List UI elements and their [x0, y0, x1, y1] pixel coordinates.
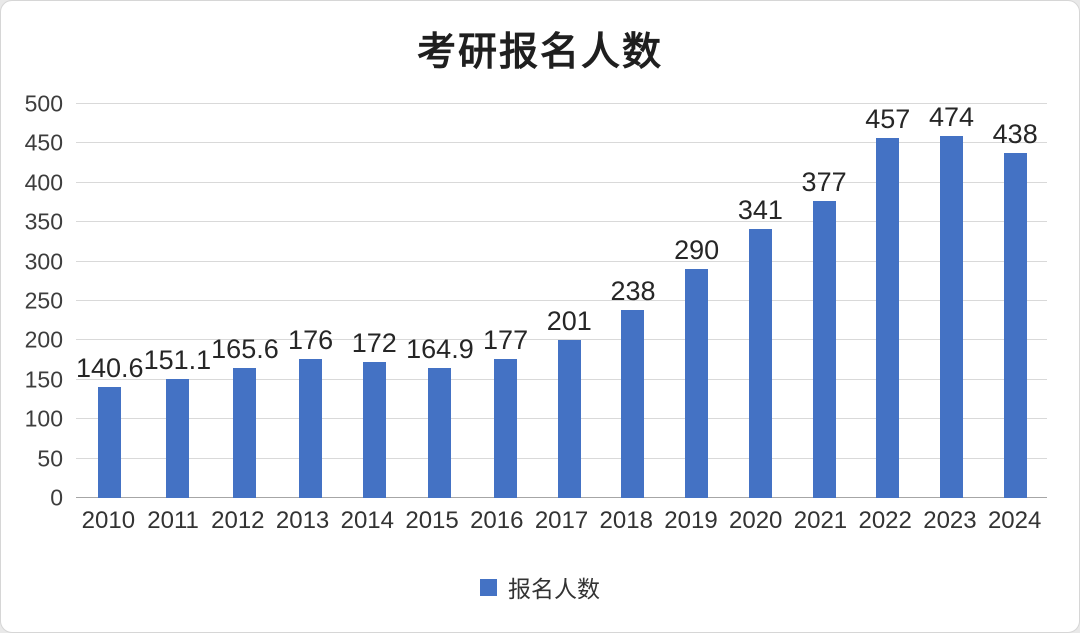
bar — [621, 310, 645, 498]
x-axis-category-label: 2020 — [729, 507, 783, 534]
gridline — [76, 300, 1047, 301]
bar-data-label: 164.9 — [406, 334, 474, 365]
legend-label: 报名人数 — [508, 576, 600, 602]
gridline — [76, 103, 1047, 104]
bar-group: 151.1 — [143, 104, 212, 498]
bar-group: 165.6 — [211, 104, 279, 498]
bar-data-label: 438 — [992, 118, 1038, 149]
bar — [428, 368, 452, 498]
bar-group: 377 — [792, 104, 856, 498]
y-axis-tick-label: 500 — [24, 90, 63, 117]
gridline — [76, 260, 1047, 262]
x-axis-category-label: 2014 — [340, 507, 394, 534]
bar — [557, 339, 581, 498]
bar — [299, 359, 323, 498]
x-axis-category-label: 2012 — [211, 507, 265, 534]
plot-area: 0 50 100 150 200 250 300 350 400 450 500 140.6 151.… — [25, 91, 1047, 511]
bar-data-label: 377 — [801, 166, 847, 197]
gridline — [76, 142, 1047, 144]
bar-group: 474 — [920, 104, 984, 498]
bar-group: 177 — [474, 104, 538, 498]
x-axis-category-label: 2021 — [793, 507, 848, 534]
x-axis-category-label: 2018 — [599, 507, 653, 534]
y-axis-tick-label: 200 — [24, 326, 63, 353]
y-axis-tick-label: 450 — [24, 129, 63, 156]
y-axis-tick-label: 0 — [50, 484, 63, 511]
gridline — [76, 181, 1047, 183]
bar-data-label: 341 — [737, 195, 783, 226]
y-axis-tick-label: 350 — [24, 208, 63, 235]
bar-group: 457 — [856, 104, 920, 498]
bar-series: 140.6 151.1 165.6 176 172 164.9 177 201 238 290 34… — [76, 104, 1047, 498]
y-axis-tick-label: 50 — [37, 445, 63, 472]
x-axis-labels: 2010 2011 2012 2013 2014 2015 2016 2017 2018 2019… — [76, 507, 1047, 535]
bar-data-label: 290 — [674, 235, 720, 266]
y-axis-tick-label: 250 — [24, 287, 63, 314]
legend-swatch-icon — [480, 578, 497, 596]
bar — [494, 358, 518, 498]
bar — [165, 378, 189, 498]
bar-data-label: 151.1 — [143, 344, 212, 375]
bar-group: 164.9 — [406, 104, 474, 498]
x-axis-category-label: 2016 — [470, 507, 524, 534]
bar — [98, 387, 122, 498]
y-axis-tick-label: 150 — [24, 366, 63, 393]
bar-data-label: 201 — [546, 305, 592, 336]
bar-group: 176 — [279, 104, 343, 498]
bar-group: 290 — [665, 104, 729, 498]
bar-data-label: 177 — [483, 324, 529, 355]
bar-data-label: 165.6 — [211, 333, 279, 364]
bar-group: 201 — [537, 104, 601, 498]
x-axis-category-label: 2023 — [923, 507, 977, 534]
y-axis-tick-label: 400 — [24, 169, 63, 196]
x-axis-category-label: 2013 — [275, 507, 330, 534]
bar-group: 172 — [342, 104, 406, 498]
bar — [939, 136, 963, 498]
bar-data-label: 172 — [351, 328, 397, 359]
chart-title: 考研报名人数 — [416, 31, 663, 74]
bar — [876, 137, 900, 498]
bar-data-label: 457 — [865, 103, 911, 134]
bar-group: 238 — [601, 104, 665, 498]
bar — [233, 367, 257, 498]
bar-data-label: 238 — [610, 276, 656, 307]
bar — [685, 269, 709, 498]
bar-group: 341 — [729, 104, 793, 498]
bar — [362, 362, 386, 498]
gridline — [76, 221, 1047, 223]
y-axis-tick-label: 300 — [24, 248, 63, 275]
x-axis-category-label: 2024 — [987, 507, 1042, 534]
legend: 报名人数 — [1, 570, 1079, 604]
x-axis-category-label: 2017 — [534, 507, 589, 534]
x-axis-category-label: 2019 — [664, 507, 718, 534]
bar-data-label: 140.6 — [76, 353, 144, 384]
x-axis-category-label: 2015 — [405, 507, 459, 534]
x-axis-category-label: 2022 — [858, 507, 912, 534]
bar-group: 140.6 — [76, 104, 144, 498]
x-axis-category-label: 2011 — [147, 507, 199, 534]
y-axis-tick-label: 100 — [24, 405, 63, 432]
bar — [748, 229, 772, 498]
bar-group: 438 — [983, 104, 1047, 498]
bar — [1003, 152, 1027, 498]
bar — [812, 200, 836, 498]
bar-data-label: 474 — [928, 102, 975, 132]
x-axis-category-label: 2010 — [81, 507, 136, 534]
bar-data-label: 176 — [288, 325, 334, 356]
